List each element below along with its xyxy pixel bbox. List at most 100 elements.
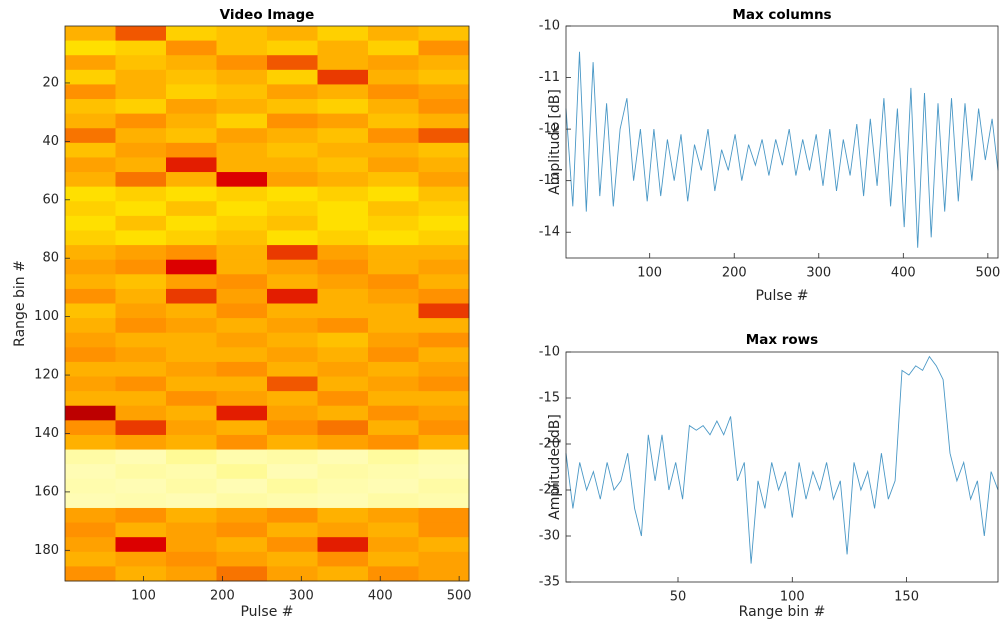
- heatmap-cell: [267, 26, 318, 42]
- heatmap-cell: [418, 99, 470, 115]
- heatmap-cell: [65, 142, 116, 158]
- heatmap-cell: [166, 230, 217, 246]
- axes-box: [64, 25, 470, 582]
- heatmap-cell: [418, 186, 470, 202]
- heatmap-cell: [65, 26, 116, 42]
- heatmap-cell: [65, 551, 116, 567]
- heatmap-cell: [368, 376, 419, 392]
- heatmap-cell: [115, 288, 167, 304]
- heatmap-cell: [267, 230, 318, 246]
- heatmap-cell: [216, 434, 268, 451]
- chart-title: Max rows: [746, 332, 818, 348]
- heatmap-cell: [216, 26, 268, 42]
- heatmap-cell: [166, 420, 217, 436]
- heatmap-cell: [65, 230, 116, 246]
- heatmap-cell: [166, 99, 217, 115]
- heatmap-cell: [368, 566, 419, 582]
- heatmap-cell: [267, 318, 318, 334]
- heatmap-cell: [216, 215, 268, 231]
- heatmap-cell: [418, 128, 470, 144]
- heatmap-cell: [65, 507, 116, 524]
- heatmap-cell: [317, 230, 369, 246]
- heatmap-cell: [166, 26, 217, 42]
- heatmap-cell: [65, 157, 116, 173]
- heatmap-cell: [65, 449, 116, 465]
- heatmap-cell: [115, 55, 167, 71]
- heatmap-cell: [418, 478, 470, 494]
- heatmap-cell: [216, 288, 268, 304]
- heatmap-cell: [317, 376, 369, 392]
- heatmap-cell: [267, 274, 318, 290]
- y-tick-label: 160: [34, 484, 59, 499]
- heatmap-cell: [115, 537, 167, 553]
- heatmap-cell: [115, 347, 167, 363]
- x-tick-label: 300: [806, 266, 831, 281]
- axes-box: [565, 25, 999, 259]
- heatmap-cell: [317, 55, 369, 71]
- heatmap-cell: [368, 274, 419, 290]
- heatmap-cell: [368, 434, 419, 451]
- heatmap-cell: [216, 128, 268, 144]
- heatmap-cell: [216, 493, 268, 509]
- heatmap-cell: [216, 318, 268, 334]
- heatmap-cell: [65, 537, 116, 553]
- heatmap-cell: [368, 230, 419, 246]
- heatmap-cell: [418, 26, 470, 42]
- heatmap-cell: [418, 201, 470, 217]
- heatmap-cell: [65, 40, 116, 56]
- heatmap-cell: [317, 464, 369, 480]
- heatmap-cell: [368, 55, 419, 71]
- heatmap-cell: [65, 245, 116, 261]
- heatmap-cell: [166, 215, 217, 231]
- heatmap-cell: [115, 449, 167, 465]
- heatmap-cell: [65, 259, 116, 275]
- heatmap-cell: [368, 142, 419, 158]
- heatmap-cell: [216, 230, 268, 246]
- y-tick-label: 100: [34, 309, 59, 324]
- heatmap-cell: [418, 113, 470, 129]
- heatmap-cell: [267, 361, 318, 378]
- heatmap-cell: [418, 537, 470, 553]
- heatmap-cell: [216, 391, 268, 407]
- y-axis-label: Amplitude [dB]: [547, 89, 563, 195]
- heatmap-cell: [216, 201, 268, 217]
- heatmap-cell: [317, 303, 369, 319]
- heatmap-cell: [368, 157, 419, 173]
- heatmap-cell: [216, 113, 268, 129]
- heatmap-cell: [115, 507, 167, 524]
- heatmap-cell: [317, 40, 369, 56]
- x-tick-label: 100: [131, 589, 156, 604]
- heatmap-cell: [65, 303, 116, 319]
- heatmap-cell: [65, 434, 116, 451]
- heatmap-cell: [115, 464, 167, 480]
- heatmap-cell: [166, 40, 217, 56]
- heatmap-cell: [418, 274, 470, 290]
- heatmap-cell: [216, 274, 268, 290]
- heatmap-cell: [166, 493, 217, 509]
- heatmap-cell: [267, 142, 318, 158]
- heatmap-cell: [216, 478, 268, 494]
- heatmap-cell: [368, 99, 419, 115]
- y-tick-label: 140: [34, 426, 59, 441]
- heatmap-cell: [267, 84, 318, 100]
- heatmap-cell: [216, 84, 268, 100]
- heatmap-cell: [115, 245, 167, 261]
- heatmap-cell: [65, 376, 116, 392]
- x-axis-label: Range bin #: [739, 604, 826, 620]
- heatmap-cell: [216, 551, 268, 567]
- heatmap-cell: [368, 186, 419, 202]
- heatmap-cell: [317, 84, 369, 100]
- x-tick-label: 400: [368, 589, 393, 604]
- heatmap-cell: [418, 245, 470, 261]
- heatmap-cell: [317, 288, 369, 304]
- heatmap-cell: [115, 551, 167, 567]
- heatmap-cell: [317, 99, 369, 115]
- heatmap-cell: [115, 332, 167, 348]
- y-tick-label: -11: [539, 70, 560, 85]
- heatmap-cell: [65, 274, 116, 290]
- heatmap-cell: [166, 347, 217, 363]
- heatmap-cell: [368, 391, 419, 407]
- y-tick-label: -20: [539, 437, 560, 452]
- y-tick-label: -12: [539, 122, 560, 137]
